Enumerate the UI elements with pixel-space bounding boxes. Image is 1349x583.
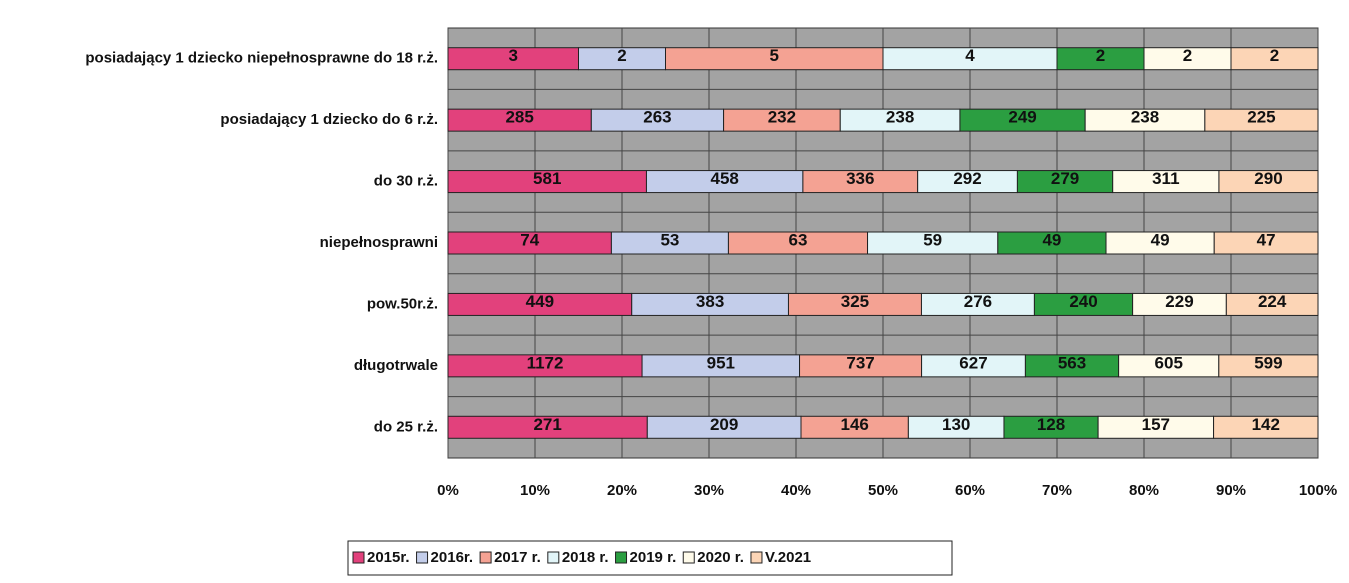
legend-swatch — [750, 551, 763, 564]
legend-swatch — [352, 551, 365, 564]
data-label: 599 — [1254, 353, 1282, 372]
category-label: pow.50r.ż. — [367, 295, 438, 312]
data-label: 563 — [1058, 353, 1086, 372]
data-label: 737 — [846, 353, 874, 372]
data-label: 142 — [1252, 415, 1280, 434]
data-label: 951 — [707, 353, 735, 372]
category-label: do 25 r.ż. — [374, 418, 438, 435]
data-label: 74 — [520, 230, 539, 249]
legend-swatch — [615, 551, 628, 564]
legend-swatch — [479, 551, 492, 564]
x-tick-label: 80% — [1129, 482, 1159, 499]
data-label: 581 — [533, 169, 561, 188]
data-label: 271 — [533, 415, 561, 434]
legend-label: 2016r. — [431, 549, 474, 566]
bar-segment — [1213, 231, 1319, 255]
data-label: 49 — [1042, 230, 1061, 249]
bar-segment — [1218, 170, 1319, 194]
bar-segment — [1204, 108, 1319, 132]
data-label: 232 — [768, 108, 796, 127]
data-label: 238 — [1131, 108, 1159, 127]
data-label: 249 — [1008, 108, 1036, 127]
data-label: 4 — [965, 46, 975, 65]
data-label: 263 — [643, 108, 671, 127]
data-label: 47 — [1257, 230, 1276, 249]
x-tick-label: 90% — [1216, 482, 1246, 499]
data-label: 290 — [1254, 169, 1282, 188]
data-label: 2 — [1096, 46, 1105, 65]
x-tick-label: 10% — [520, 482, 550, 499]
data-label: 605 — [1155, 353, 1183, 372]
data-label: 53 — [660, 230, 679, 249]
category-label: do 30 r.ż. — [374, 173, 438, 190]
bar-segment — [1213, 415, 1319, 439]
legend-label: V.2021 — [765, 549, 811, 566]
data-label: 128 — [1037, 415, 1065, 434]
x-tick-label: 20% — [607, 482, 637, 499]
data-label: 325 — [841, 292, 869, 311]
data-label: 1172 — [527, 353, 564, 372]
data-label: 63 — [789, 230, 808, 249]
x-tick-label: 40% — [781, 482, 811, 499]
x-tick-label: 50% — [868, 482, 898, 499]
data-label: 285 — [505, 108, 533, 127]
data-label: 224 — [1258, 292, 1287, 311]
data-label: 59 — [923, 230, 942, 249]
legend-label: 2020 r. — [697, 549, 744, 566]
legend-swatch — [682, 551, 695, 564]
data-label: 292 — [953, 169, 981, 188]
data-label: 2 — [1183, 46, 1192, 65]
x-tick-label: 100% — [1299, 482, 1337, 499]
legend-label: 2015r. — [367, 549, 410, 566]
category-label: posiadający 1 dziecko do 6 r.ż. — [220, 111, 438, 128]
legend-swatch — [416, 551, 429, 564]
category-label: długotrwale — [354, 357, 438, 374]
data-label: 2 — [1270, 46, 1279, 65]
bar-segment — [1230, 47, 1319, 71]
data-label: 229 — [1165, 292, 1193, 311]
x-tick-label: 30% — [694, 482, 724, 499]
data-label: 383 — [696, 292, 724, 311]
x-tick-label: 0% — [437, 482, 459, 499]
data-label: 146 — [840, 415, 868, 434]
data-label: 5 — [770, 46, 779, 65]
legend-swatch — [547, 551, 560, 564]
data-label: 276 — [964, 292, 992, 311]
bar-segment — [1218, 354, 1319, 378]
data-label: 311 — [1152, 169, 1179, 188]
legend-box — [347, 540, 953, 576]
data-label: 240 — [1069, 292, 1097, 311]
data-label: 157 — [1142, 415, 1170, 434]
data-label: 3 — [509, 46, 518, 65]
legend-label: 2019 r. — [630, 549, 677, 566]
data-label: 49 — [1151, 230, 1170, 249]
data-label: 279 — [1051, 169, 1079, 188]
data-label: 458 — [710, 169, 738, 188]
data-label: 336 — [846, 169, 874, 188]
data-label: 627 — [959, 353, 987, 372]
data-label: 130 — [942, 415, 970, 434]
bar-segment — [1225, 292, 1319, 316]
data-label: 238 — [886, 108, 914, 127]
legend-label: 2017 r. — [494, 549, 541, 566]
category-label: posiadający 1 dziecko niepełnosprawne do… — [85, 50, 438, 67]
data-label: 2 — [617, 46, 626, 65]
data-label: 209 — [710, 415, 738, 434]
data-label: 449 — [526, 292, 554, 311]
data-label: 225 — [1247, 108, 1275, 127]
category-label: niepełnosprawni — [320, 234, 438, 251]
legend-label: 2018 r. — [562, 549, 609, 566]
x-tick-label: 70% — [1042, 482, 1072, 499]
x-tick-label: 60% — [955, 482, 985, 499]
